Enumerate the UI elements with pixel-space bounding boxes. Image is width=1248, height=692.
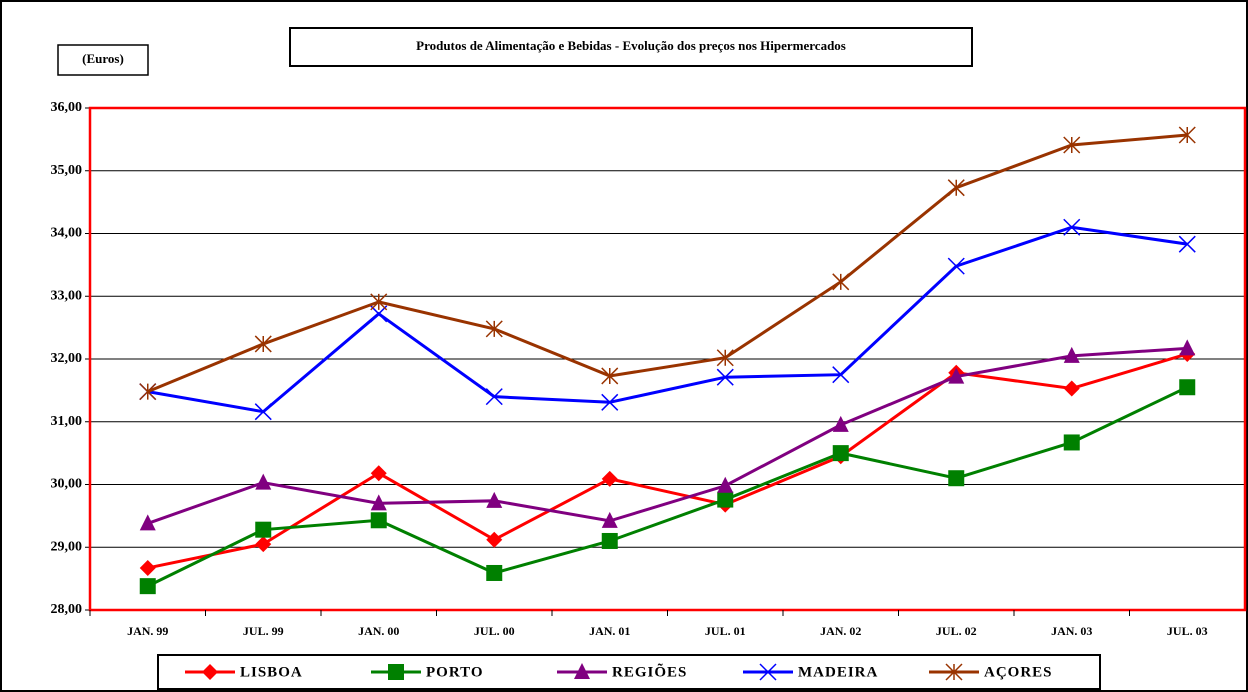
marker bbox=[370, 494, 387, 511]
y-tick-label: 32,00 bbox=[51, 351, 83, 366]
y-label-box bbox=[57, 44, 149, 76]
y-tick-label: 34,00 bbox=[51, 226, 83, 241]
series-line bbox=[147, 346, 1188, 525]
marker bbox=[1063, 218, 1081, 236]
marker bbox=[1063, 434, 1080, 451]
marker bbox=[948, 470, 965, 487]
marker bbox=[370, 465, 387, 482]
y-tick-label: 30,00 bbox=[51, 477, 83, 492]
legend-marker bbox=[759, 663, 777, 681]
y-tick-label: 29,00 bbox=[51, 539, 83, 554]
y-tick-label: 31,00 bbox=[51, 414, 83, 429]
marker bbox=[717, 476, 734, 493]
marker bbox=[716, 349, 734, 367]
y-axis-label: (Euros) bbox=[82, 51, 124, 66]
x-tick-label: JAN. 00 bbox=[358, 624, 399, 638]
marker bbox=[832, 273, 850, 291]
y-tick-label: 33,00 bbox=[51, 288, 83, 303]
marker bbox=[1178, 126, 1196, 144]
x-tick-label: JUL. 03 bbox=[1167, 624, 1208, 638]
chart-title: Produtos de Alimentação e Bebidas - Evol… bbox=[416, 38, 846, 53]
marker bbox=[947, 257, 965, 275]
marker bbox=[601, 511, 618, 528]
marker bbox=[947, 179, 965, 197]
marker bbox=[485, 388, 503, 406]
legend-marker bbox=[945, 663, 963, 681]
marker bbox=[486, 564, 503, 581]
x-tick-label: JAN. 02 bbox=[820, 624, 861, 638]
marker bbox=[601, 393, 619, 411]
marker bbox=[255, 536, 272, 553]
series-line bbox=[147, 385, 1188, 588]
marker bbox=[1178, 235, 1196, 253]
marker bbox=[1179, 339, 1196, 356]
marker bbox=[370, 293, 388, 311]
legend-label: AÇORES bbox=[984, 664, 1053, 680]
legend-label: MADEIRA bbox=[798, 664, 878, 680]
legend-marker bbox=[202, 664, 218, 680]
marker bbox=[601, 367, 619, 385]
marker bbox=[139, 514, 156, 531]
marker bbox=[254, 403, 272, 421]
marker bbox=[601, 532, 618, 549]
marker bbox=[255, 521, 272, 538]
legend-label: REGIÕES bbox=[612, 662, 687, 680]
legend-marker bbox=[574, 663, 590, 679]
x-tick-label: JAN. 03 bbox=[1051, 624, 1092, 638]
marker bbox=[832, 415, 849, 432]
legend-label: PORTO bbox=[426, 664, 484, 680]
marker bbox=[716, 368, 734, 386]
marker bbox=[948, 367, 965, 384]
series-line bbox=[147, 133, 1188, 394]
marker bbox=[370, 305, 388, 323]
legend-marker bbox=[388, 664, 404, 680]
series-line bbox=[147, 225, 1188, 414]
x-tick-label: JUL. 00 bbox=[474, 624, 515, 638]
x-tick-label: JUL. 99 bbox=[243, 624, 284, 638]
marker bbox=[254, 335, 272, 353]
x-tick-label: JUL. 02 bbox=[936, 624, 977, 638]
x-tick-label: JUL. 01 bbox=[705, 624, 746, 638]
marker bbox=[139, 559, 156, 576]
marker bbox=[1063, 346, 1080, 363]
y-tick-label: 36,00 bbox=[51, 100, 83, 115]
x-tick-label: JAN. 99 bbox=[127, 624, 168, 638]
x-tick-label: JAN. 01 bbox=[589, 624, 630, 638]
marker bbox=[601, 470, 618, 487]
legend-label: LISBOA bbox=[240, 664, 303, 680]
marker bbox=[486, 491, 503, 508]
y-tick-label: 28,00 bbox=[51, 602, 83, 617]
marker bbox=[370, 512, 387, 529]
marker bbox=[486, 531, 503, 548]
marker bbox=[1179, 379, 1196, 396]
marker bbox=[717, 491, 734, 508]
y-tick-label: 35,00 bbox=[51, 163, 83, 178]
marker bbox=[139, 578, 156, 595]
marker bbox=[255, 473, 272, 490]
title-box bbox=[289, 27, 973, 67]
series-line bbox=[147, 352, 1188, 570]
marker bbox=[139, 383, 157, 401]
marker bbox=[1063, 380, 1080, 397]
marker bbox=[832, 445, 849, 462]
marker bbox=[1063, 136, 1081, 154]
marker bbox=[832, 366, 850, 384]
marker bbox=[485, 320, 503, 338]
